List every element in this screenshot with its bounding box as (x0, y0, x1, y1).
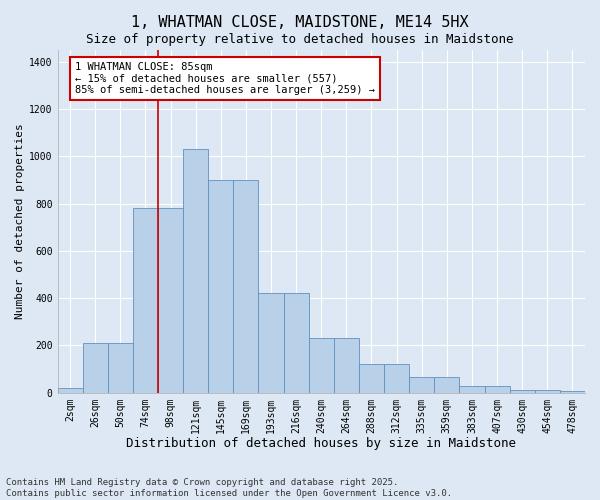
Bar (284, 294, 309, 392)
Bar (535, 390, 560, 392)
Bar (133, 208, 158, 392)
Bar (384, 364, 409, 392)
Text: 1 WHATMAN CLOSE: 85sqm
← 15% of detached houses are smaller (557)
85% of semi-de: 1 WHATMAN CLOSE: 85sqm ← 15% of detached… (75, 62, 375, 95)
Bar (560, 391, 585, 392)
Bar (409, 378, 434, 392)
Bar (208, 180, 233, 392)
Text: Size of property relative to detached houses in Maidstone: Size of property relative to detached ho… (86, 32, 514, 46)
Bar (58, 388, 83, 392)
Text: Contains HM Land Registry data © Crown copyright and database right 2025.
Contai: Contains HM Land Registry data © Crown c… (6, 478, 452, 498)
Bar (460, 386, 485, 392)
Bar (359, 364, 384, 392)
X-axis label: Distribution of detached houses by size in Maidstone: Distribution of detached houses by size … (126, 437, 516, 450)
Bar (309, 338, 334, 392)
Bar (158, 208, 183, 392)
Bar (233, 180, 259, 392)
Y-axis label: Number of detached properties: Number of detached properties (15, 124, 25, 319)
Bar (83, 343, 108, 392)
Bar (485, 386, 509, 392)
Bar (334, 338, 359, 392)
Bar (259, 294, 284, 392)
Bar (183, 150, 208, 392)
Bar (108, 343, 133, 392)
Bar (434, 378, 460, 392)
Bar (509, 390, 535, 392)
Text: 1, WHATMAN CLOSE, MAIDSTONE, ME14 5HX: 1, WHATMAN CLOSE, MAIDSTONE, ME14 5HX (131, 15, 469, 30)
